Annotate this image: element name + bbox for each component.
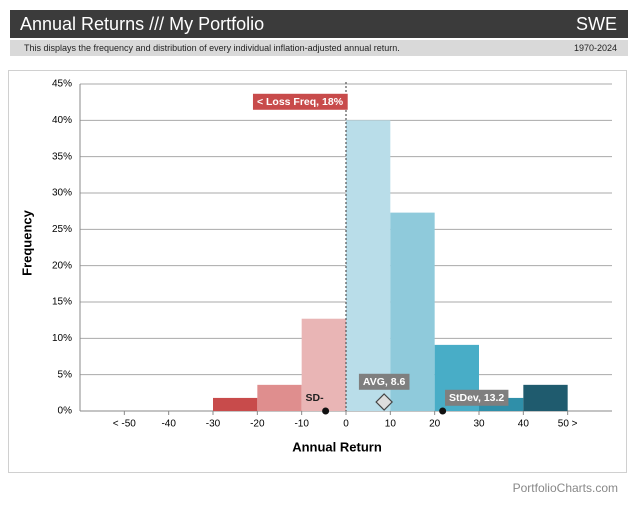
y-tick-label: 10% — [52, 333, 72, 344]
bar — [257, 384, 302, 411]
x-tick-label: -30 — [206, 419, 221, 430]
x-tick-label: -20 — [250, 419, 265, 430]
annotation: StDev, 13.2 — [449, 392, 504, 404]
ticker: SWE — [576, 14, 617, 34]
y-tick-label: 15% — [52, 297, 72, 308]
y-tick-label: 5% — [58, 369, 73, 380]
y-axis-label: Frequency — [19, 209, 34, 276]
annotation: SD- — [306, 392, 325, 404]
footer: PortfolioCharts.com — [513, 481, 618, 495]
subtitle: This displays the frequency and distribu… — [24, 43, 400, 53]
x-tick-label: 50 > — [558, 419, 578, 430]
subtitle-bar — [10, 40, 628, 56]
y-tick-label: 20% — [52, 260, 72, 271]
y-tick-label: 40% — [52, 115, 72, 126]
stdev-minus-marker — [322, 407, 330, 415]
bar — [301, 318, 346, 411]
bar — [523, 384, 568, 411]
x-tick-label: 0 — [343, 419, 349, 430]
y-tick-label: 35% — [52, 151, 72, 162]
y-tick-label: 30% — [52, 188, 72, 199]
y-tick-label: 45% — [52, 79, 72, 90]
x-tick-label: 30 — [473, 419, 485, 430]
y-tick-label: 0% — [58, 406, 73, 417]
bar — [213, 397, 258, 411]
annotation-box — [445, 389, 509, 406]
mean-marker — [375, 393, 393, 411]
header-bar — [10, 10, 628, 38]
x-tick-label: 10 — [385, 419, 397, 430]
y-tick-label: 25% — [52, 224, 72, 235]
x-tick-label: -10 — [294, 419, 309, 430]
x-tick-label: 40 — [518, 419, 530, 430]
chart-frame — [8, 70, 627, 473]
annotation: AVG, 8.6 — [363, 376, 406, 388]
stdev-plus-marker — [439, 407, 447, 415]
bar — [346, 120, 391, 411]
annotation-box — [252, 93, 348, 110]
period: 1970-2024 — [574, 43, 617, 53]
annotation-box — [358, 373, 410, 390]
x-tick-label: < -50 — [113, 419, 137, 430]
x-tick-label: -40 — [161, 419, 176, 430]
x-axis-label: Annual Return — [292, 439, 382, 454]
title: Annual Returns /// My Portfolio — [20, 14, 264, 34]
annotation: < Loss Freq, 18% — [257, 96, 344, 108]
x-tick-label: 20 — [429, 419, 441, 430]
